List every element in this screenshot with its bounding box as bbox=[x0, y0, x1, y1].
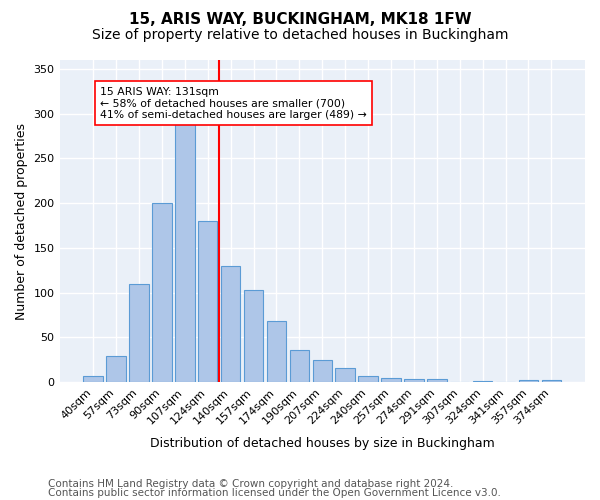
Bar bbox=[427, 380, 446, 382]
Bar bbox=[473, 381, 493, 382]
Bar bbox=[83, 376, 103, 382]
Bar bbox=[542, 380, 561, 382]
Text: 15, ARIS WAY, BUCKINGHAM, MK18 1FW: 15, ARIS WAY, BUCKINGHAM, MK18 1FW bbox=[128, 12, 472, 28]
Bar bbox=[221, 266, 241, 382]
Bar bbox=[129, 284, 149, 382]
X-axis label: Distribution of detached houses by size in Buckingham: Distribution of detached houses by size … bbox=[150, 437, 494, 450]
Bar bbox=[335, 368, 355, 382]
Text: Contains public sector information licensed under the Open Government Licence v3: Contains public sector information licen… bbox=[48, 488, 501, 498]
Bar bbox=[244, 290, 263, 382]
Bar bbox=[358, 376, 378, 382]
Bar bbox=[404, 380, 424, 382]
Bar bbox=[198, 221, 217, 382]
Bar bbox=[381, 378, 401, 382]
Text: 15 ARIS WAY: 131sqm
← 58% of detached houses are smaller (700)
41% of semi-detac: 15 ARIS WAY: 131sqm ← 58% of detached ho… bbox=[100, 87, 367, 120]
Text: Contains HM Land Registry data © Crown copyright and database right 2024.: Contains HM Land Registry data © Crown c… bbox=[48, 479, 454, 489]
Bar bbox=[152, 203, 172, 382]
Bar bbox=[267, 321, 286, 382]
Bar bbox=[519, 380, 538, 382]
Bar bbox=[313, 360, 332, 382]
Bar bbox=[106, 356, 126, 382]
Bar bbox=[175, 118, 194, 382]
Bar bbox=[290, 350, 309, 382]
Text: Size of property relative to detached houses in Buckingham: Size of property relative to detached ho… bbox=[92, 28, 508, 42]
Y-axis label: Number of detached properties: Number of detached properties bbox=[15, 122, 28, 320]
